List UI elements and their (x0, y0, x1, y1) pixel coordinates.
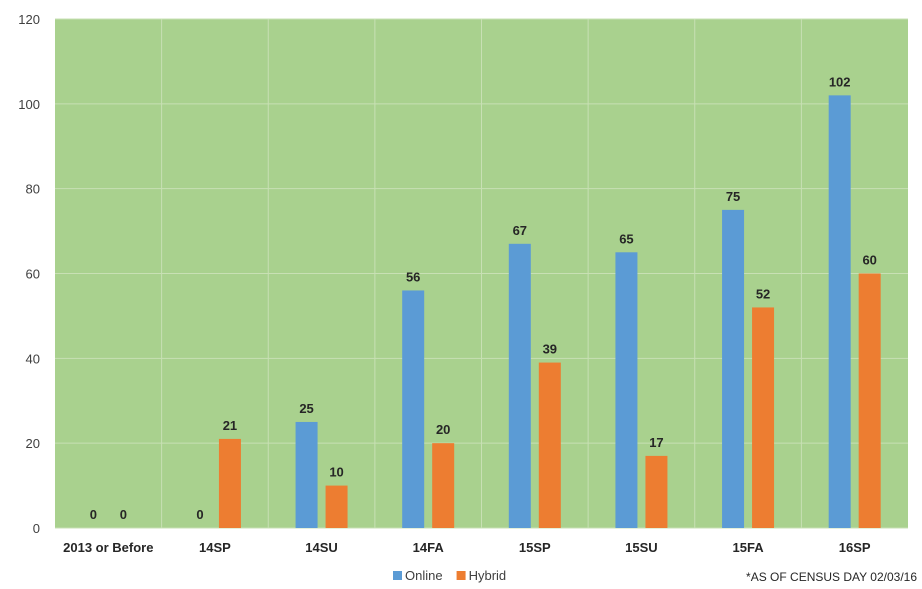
legend-swatch-online (393, 571, 402, 580)
bar-hybrid (645, 455, 668, 528)
data-labels: 0 0 0 21 25 10 56 20 67 39 65 17 75 52 102 60 (90, 74, 877, 522)
data-label-hybrid: 21 (223, 418, 237, 433)
y-tick-label: 0 (33, 521, 40, 536)
y-tick-label: 40 (26, 351, 40, 366)
bar-hybrid (538, 362, 561, 528)
gridlines (55, 18, 908, 529)
x-tick-label: 14FA (413, 540, 445, 555)
bar-hybrid (432, 443, 455, 528)
data-label-online: 65 (619, 231, 633, 246)
legend-label-online: Online (405, 568, 443, 583)
y-tick-label: 100 (18, 97, 40, 112)
y-axis-ticks: 0 20 40 60 80 100 120 (18, 12, 40, 536)
bar-online (508, 243, 531, 528)
bar-hybrid (325, 485, 348, 528)
data-label-online: 56 (406, 269, 420, 284)
data-label-hybrid: 10 (329, 465, 343, 480)
x-tick-label: 14SP (199, 540, 231, 555)
bar-online (295, 421, 318, 528)
x-tick-label: 14SU (305, 540, 338, 555)
census-note: *AS OF CENSUS DAY 02/03/16 (746, 570, 917, 584)
bar-hybrid (752, 307, 775, 528)
data-label-online: 0 (90, 507, 97, 522)
data-label-hybrid: 39 (543, 342, 557, 357)
x-tick-label: 2013 or Before (63, 540, 153, 555)
data-label-online: 0 (196, 507, 203, 522)
y-tick-label: 120 (18, 12, 40, 27)
data-label-hybrid: 52 (756, 286, 770, 301)
bar-hybrid (858, 273, 881, 528)
x-tick-label: 16SP (839, 540, 871, 555)
y-tick-label: 60 (26, 267, 40, 282)
y-tick-label: 20 (26, 436, 40, 451)
x-tick-label: 15SP (519, 540, 551, 555)
bar-online (828, 95, 851, 528)
data-label-hybrid: 60 (862, 253, 876, 268)
bar-online (402, 290, 425, 528)
x-tick-label: 15FA (733, 540, 765, 555)
data-label-online: 67 (513, 223, 527, 238)
x-axis-ticks: 2013 or Before 14SP 14SU 14FA 15SP 15SU 15FA 16… (63, 540, 871, 555)
data-label-hybrid: 20 (436, 422, 450, 437)
legend-label-hybrid: Hybrid (469, 568, 507, 583)
data-label-online: 25 (299, 401, 313, 416)
legend-swatch-hybrid (456, 571, 466, 580)
data-label-hybrid: 17 (649, 435, 663, 450)
data-label-online: 75 (726, 189, 740, 204)
bar-online (722, 209, 745, 528)
y-tick-label: 80 (26, 182, 40, 197)
x-tick-label: 15SU (625, 540, 658, 555)
bar-online (615, 252, 638, 528)
bar-hybrid (218, 438, 241, 528)
data-label-hybrid: 0 (120, 507, 127, 522)
data-label-online: 102 (829, 74, 851, 89)
bars (218, 95, 881, 528)
legend: Online Hybrid (393, 568, 506, 583)
